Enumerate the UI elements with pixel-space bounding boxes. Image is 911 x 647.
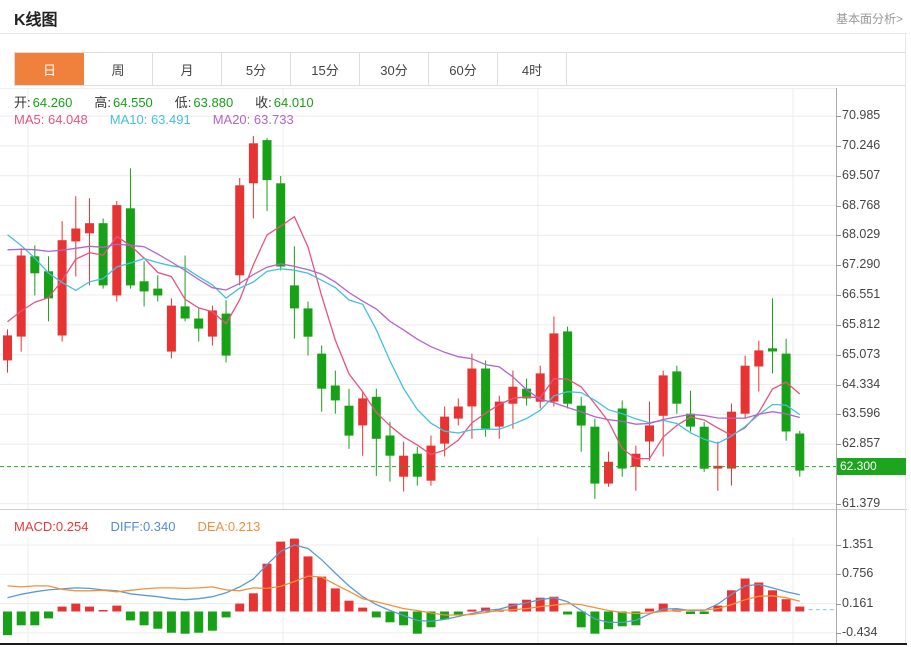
tick-mark [836,574,841,575]
tab-day[interactable]: 日 [15,53,84,85]
tab-30min[interactable]: 30分 [360,53,429,85]
tick-mark [836,633,841,634]
main-y-axis-label: 70.985 [842,108,881,122]
macd-legend: MACD:0.254 DIFF:0.340 DEA:0.213 [14,519,260,534]
fundamental-analysis-link[interactable]: 基本面分析> [835,12,903,26]
tick-mark [836,385,841,386]
tab-4hour[interactable]: 4时 [498,53,567,85]
tick-mark [836,604,841,605]
main-y-axis-label: 61.379 [842,496,881,510]
bottom-border [0,643,907,645]
panel-divider [0,509,907,510]
plot-top-border [0,88,836,89]
tab-month[interactable]: 月 [153,53,222,85]
main-y-axis-label: 65.073 [842,347,881,361]
tick-mark [836,325,841,326]
tick-mark [836,504,841,505]
candlestick-chart-canvas[interactable] [0,88,837,509]
main-y-axis-label: 69.507 [842,168,881,182]
macd-y-axis-label: -0.434 [842,625,878,639]
tick-mark [836,146,841,147]
ohlc-low: 低: 63.880 [174,95,234,110]
ohlc-close: 收: 64.010 [255,95,314,110]
main-y-axis-label: 62.857 [842,436,881,450]
dea-value: DEA:0.213 [197,519,261,534]
right-border [905,33,906,645]
tick-mark [836,444,841,445]
tab-bar: 日周月 5分 15分 30分 60分 4时 [14,52,906,86]
macd-y-axis-label: 0.161 [842,596,874,610]
macd-y-axis-label: 1.351 [842,537,874,551]
tab-week[interactable]: 周 [84,53,153,85]
tick-mark [836,116,841,117]
macd-y-axis-label: 0.756 [842,566,874,580]
diff-value: DIFF:0.340 [110,519,176,534]
ohlc-high: 高: 64.550 [94,95,153,110]
ma-legend: MA5: 64.048 MA10: 63.491 MA20: 63.733 [14,112,294,127]
main-y-axis-label: 64.334 [842,377,881,391]
main-y-axis-label: 70.246 [842,138,881,152]
main-y-axis-label: 66.551 [842,287,881,301]
tab-15min[interactable]: 15分 [291,53,360,85]
macd-chart-canvas[interactable] [0,537,837,643]
tick-mark [836,206,841,207]
tick-mark [836,414,841,415]
page-title: K线图 [14,12,58,29]
tick-mark [836,235,841,236]
main-y-axis-label: 67.290 [842,257,881,271]
main-y-axis-label: 68.768 [842,198,881,212]
ma5-value: MA5: 64.048 [14,112,88,127]
ohlc-open: 开: 64.260 [14,95,73,110]
tick-mark [836,265,841,266]
title-divider [0,33,907,34]
ma20-value: MA20: 63.733 [212,112,294,127]
macd-value: MACD:0.254 [14,519,89,534]
tick-mark [836,545,841,546]
tab-60min[interactable]: 60分 [429,53,498,85]
y-axis-line [836,88,837,645]
tick-mark [836,176,841,177]
main-y-axis-label: 63.596 [842,406,881,420]
current-price-badge: 62.300 [837,458,906,475]
tab-5min[interactable]: 5分 [222,53,291,85]
tick-mark [836,295,841,296]
tick-mark [836,355,841,356]
main-y-axis-label: 65.812 [842,317,881,331]
main-y-axis-label: 68.029 [842,227,881,241]
ma10-value: MA10: 63.491 [109,112,191,127]
ohlc-legend: 开: 64.260 高: 64.550 低: 63.880 收: 64.010 [14,92,314,111]
